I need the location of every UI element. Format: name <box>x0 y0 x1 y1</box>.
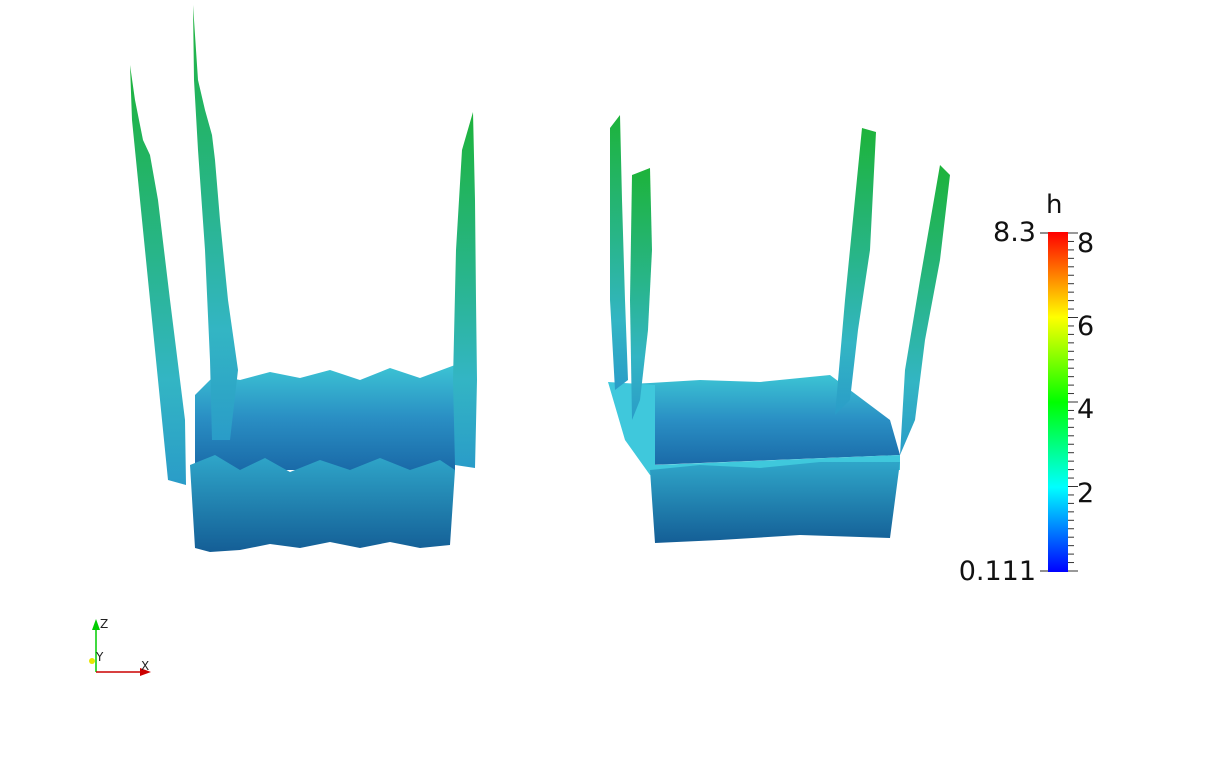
scalar-bar-gradient <box>1048 232 1068 572</box>
scalar-bar-tick-label: 8 <box>1077 228 1095 259</box>
scalar-bar-ticks <box>1068 232 1078 572</box>
scalar-bar <box>1040 232 1078 572</box>
scalar-bar-min-label: 0.111 <box>958 556 1036 587</box>
y-axis-marker <box>89 658 95 664</box>
z-axis-arrow <box>92 619 100 630</box>
scalar-bar-max-label: 8.3 <box>993 217 1036 248</box>
spike-far-right-right <box>900 165 950 455</box>
spike-far-left <box>130 65 186 485</box>
scalar-bar-tick-label: 2 <box>1077 478 1095 509</box>
scalar-bar-tick-label: 4 <box>1077 394 1095 425</box>
z-axis-label: Z <box>100 617 109 631</box>
spike-tall-left <box>193 5 238 440</box>
scalar-bar-tick-label: 6 <box>1077 311 1095 342</box>
x-axis-label: X <box>141 659 150 673</box>
spike-near-left-right <box>610 115 628 390</box>
spike-mid-left-right <box>630 168 652 420</box>
x-axis-arrow <box>140 668 151 676</box>
orientation-axes <box>89 619 151 676</box>
surface-right <box>608 115 950 543</box>
front-wall-right <box>650 462 900 543</box>
front-wall-left <box>190 455 455 552</box>
spike-right-left <box>453 112 477 468</box>
back-wall-left <box>195 365 455 470</box>
back-wall-right <box>610 375 900 465</box>
spike-mid-right-right <box>835 128 876 415</box>
y-axis-label: Y <box>96 650 104 664</box>
surface-left <box>130 5 477 552</box>
scalar-bar-title: h <box>1046 190 1063 220</box>
